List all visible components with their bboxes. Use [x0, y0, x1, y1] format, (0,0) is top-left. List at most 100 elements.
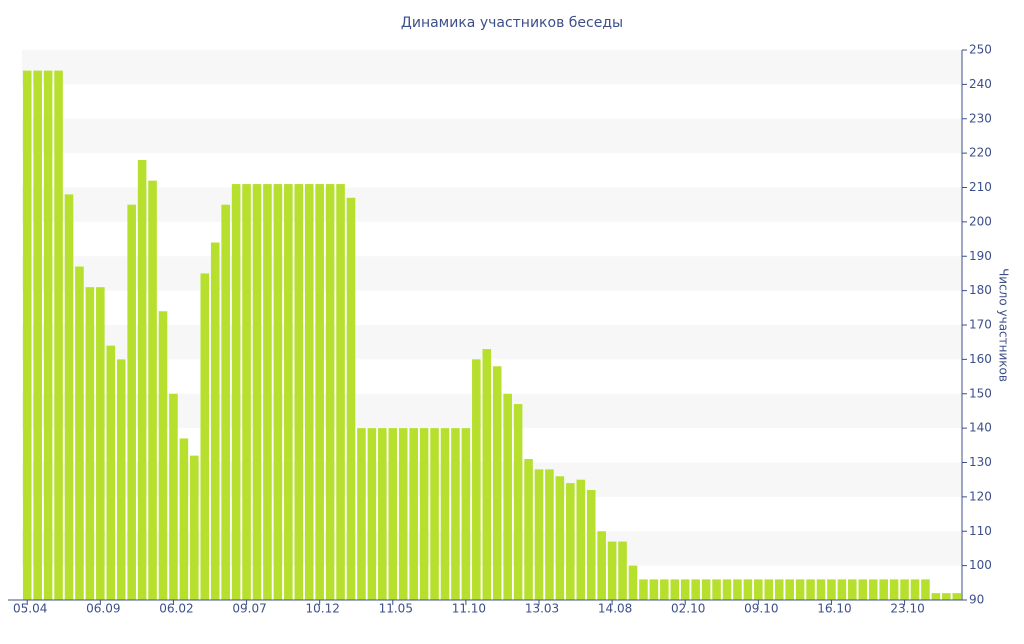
bar [33, 70, 42, 600]
bar [660, 579, 669, 600]
bar [169, 393, 178, 600]
bar [879, 579, 888, 600]
bar [848, 579, 857, 600]
bar [910, 579, 920, 600]
bar [827, 579, 836, 600]
bar [733, 579, 742, 600]
y-tick-label: 120 [969, 489, 992, 503]
bar [148, 180, 157, 600]
bar [242, 184, 251, 600]
bar [680, 579, 690, 600]
bar [221, 204, 230, 600]
x-tick-label: 06.09 [86, 602, 120, 616]
bar [263, 184, 272, 600]
bar [795, 579, 805, 600]
bar [357, 428, 366, 600]
chart-title: Динамика участников беседы [401, 15, 623, 31]
bar [931, 593, 941, 600]
grid-band [22, 118, 962, 154]
bar [534, 469, 544, 600]
bar [96, 287, 105, 600]
bar [461, 428, 471, 600]
bar [701, 579, 711, 600]
bar [378, 428, 387, 600]
bar [190, 455, 199, 600]
bar [116, 359, 126, 600]
x-tick-label: 06.02 [159, 602, 193, 616]
bar [806, 579, 815, 600]
x-tick-label: 10.12 [305, 602, 339, 616]
bar [75, 266, 84, 600]
bar [586, 490, 596, 600]
bar [921, 579, 930, 600]
bar [398, 428, 408, 600]
bar [900, 579, 909, 600]
y-tick-label: 180 [969, 283, 992, 297]
bar [482, 349, 492, 600]
bar [868, 579, 878, 600]
y-tick-label: 150 [969, 386, 992, 400]
bar [294, 184, 304, 600]
bar [367, 428, 377, 600]
y-tick-label: 240 [969, 77, 992, 91]
bar [64, 194, 74, 600]
bar [722, 579, 732, 600]
bar [200, 273, 210, 600]
bar [346, 197, 356, 600]
bar [315, 184, 324, 600]
bar [472, 359, 481, 600]
bar [304, 184, 314, 600]
bar [43, 70, 53, 600]
bar [231, 184, 241, 600]
bar [691, 579, 700, 600]
bar [106, 345, 116, 600]
bar [545, 469, 554, 600]
bar [284, 184, 293, 600]
bar [513, 404, 523, 600]
bar [566, 483, 575, 600]
bar [451, 428, 460, 600]
bar [628, 565, 638, 600]
bar [754, 579, 763, 600]
y-tick-label: 220 [969, 146, 992, 160]
grid-band [22, 256, 962, 291]
bar [670, 579, 680, 600]
bar [127, 204, 136, 600]
x-tick-label: 13.03 [525, 602, 559, 616]
bar [336, 184, 345, 600]
bar [837, 579, 847, 600]
bar [942, 593, 951, 600]
bar [774, 579, 784, 600]
grid-band [22, 531, 962, 566]
bar [649, 579, 659, 600]
bar [503, 393, 512, 600]
bar [858, 579, 868, 600]
bar [524, 459, 533, 600]
x-tick-label: 09.10 [744, 602, 778, 616]
bar [409, 428, 418, 600]
y-tick-label: 200 [969, 214, 992, 228]
bar [618, 541, 627, 600]
bar [952, 593, 962, 600]
bar [597, 531, 606, 600]
bar [22, 70, 32, 600]
bar [889, 579, 899, 600]
y-tick-label: 160 [969, 352, 992, 366]
bar [492, 366, 502, 600]
x-tick-label: 05.04 [13, 602, 47, 616]
y-tick-label: 90 [969, 593, 984, 607]
bar [158, 311, 168, 600]
y-tick-label: 190 [969, 249, 992, 263]
x-tick-label: 11.05 [379, 602, 413, 616]
bar [54, 70, 63, 600]
bar [816, 579, 826, 600]
y-tick-label: 100 [969, 558, 992, 572]
bar [179, 438, 189, 600]
x-tick-label: 02.10 [671, 602, 705, 616]
grid-band [22, 393, 962, 429]
bar [430, 428, 439, 600]
x-tick-label: 16.10 [817, 602, 851, 616]
y-tick-label: 210 [969, 180, 992, 194]
y-tick-label: 250 [969, 43, 992, 57]
bar [764, 579, 774, 600]
